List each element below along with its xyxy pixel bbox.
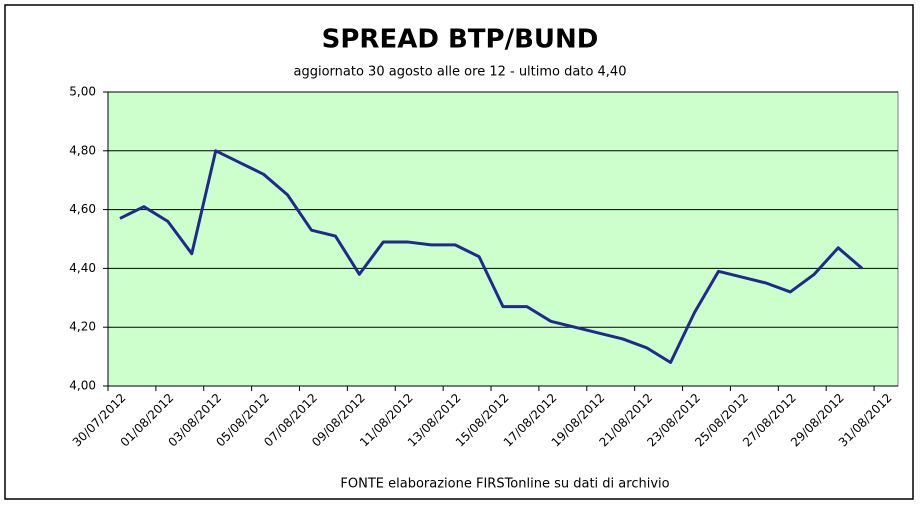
chart-subtitle: aggiornato 30 agosto alle ore 12 - ultim… — [294, 65, 627, 80]
y-tick-label: 4,60 — [69, 202, 96, 216]
chart-footer: FONTE elaborazione FIRSTonline su dati d… — [340, 477, 669, 492]
y-tick-label: 4,80 — [69, 143, 96, 157]
y-tick-label: 5,00 — [69, 85, 96, 99]
y-tick-label: 4,40 — [69, 261, 96, 275]
plot-area — [107, 91, 899, 387]
y-tick-label: 4,00 — [69, 379, 96, 393]
data-line — [119, 149, 864, 364]
chart-title: SPREAD BTP/BUND — [322, 25, 599, 55]
y-tick-label: 4,20 — [69, 320, 96, 334]
